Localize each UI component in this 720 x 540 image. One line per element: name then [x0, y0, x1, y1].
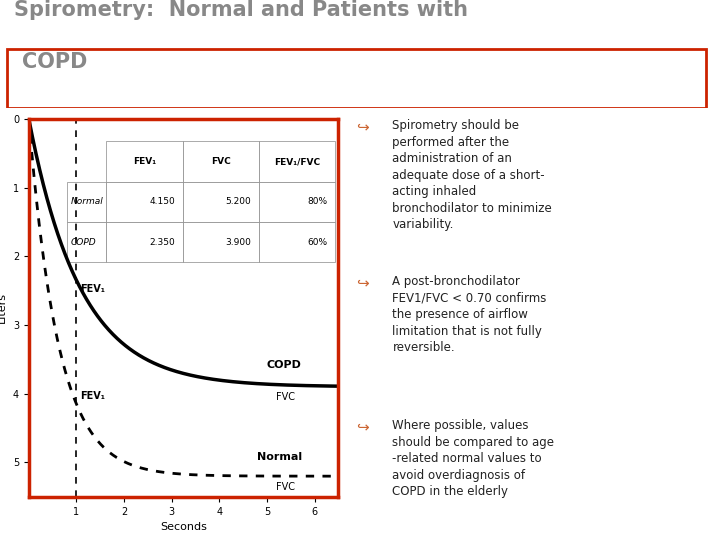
Text: ↪: ↪ [356, 119, 369, 134]
Text: COPD: COPD [267, 360, 302, 370]
Text: Normal: Normal [258, 453, 302, 462]
Text: Spirometry should be
performed after the
administration of an
adequate dose of a: Spirometry should be performed after the… [392, 119, 552, 232]
Text: Spirometry:  Normal and Patients with: Spirometry: Normal and Patients with [14, 0, 469, 20]
Text: FVC: FVC [276, 393, 295, 402]
X-axis label: Seconds: Seconds [160, 522, 207, 532]
Text: Where possible, values
should be compared to age
-related normal values to
avoid: Where possible, values should be compare… [392, 419, 554, 498]
Text: A post-bronchodilator
FEV1/FVC < 0.70 confirms
the presence of airflow
limitatio: A post-bronchodilator FEV1/FVC < 0.70 co… [392, 275, 546, 354]
Text: ↪: ↪ [356, 419, 369, 434]
Text: FEV₁: FEV₁ [80, 284, 105, 294]
Text: FEV₁: FEV₁ [80, 390, 105, 401]
Y-axis label: Liters: Liters [0, 292, 7, 323]
Text: COPD: COPD [22, 52, 87, 72]
Text: FVC: FVC [276, 482, 295, 492]
Text: ↪: ↪ [356, 275, 369, 290]
